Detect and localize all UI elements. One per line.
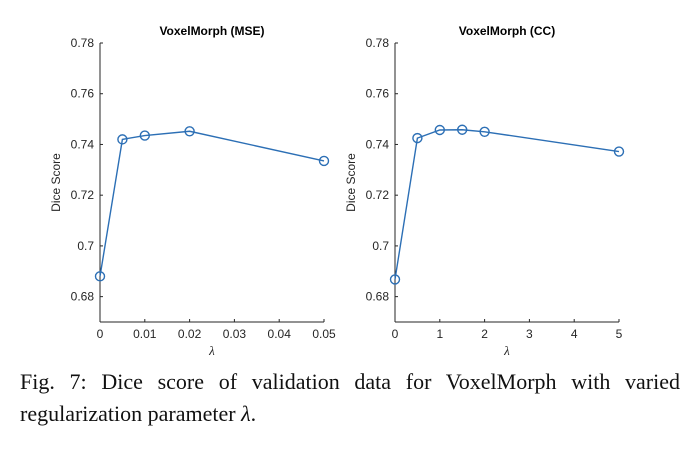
x-tick-label: 0: [97, 327, 104, 341]
data-point-marker: [412, 132, 423, 144]
series-line: [394, 129, 620, 280]
data-point-marker: [457, 124, 468, 135]
y-tick-label: 0.78: [71, 36, 95, 50]
x-axis-label: λ: [503, 343, 510, 358]
x-tick-label: 2: [481, 327, 488, 341]
x-tick-label: 0.03: [223, 327, 247, 341]
figure-caption: Fig. 7: Dice score of validation data fo…: [20, 366, 680, 430]
x-tick-label: 0.05: [312, 327, 336, 341]
figure: VoxelMorph (MSE)0.680.70.720.740.760.780…: [49, 24, 625, 358]
caption-text: Dice score of validation data for VoxelM…: [20, 369, 681, 426]
x-tick-label: 3: [526, 327, 533, 341]
chart-panel-2: VoxelMorph (CC) 0.68 0.7 0.72 0.74 0.76 0.78 0 1…: [344, 24, 625, 358]
data-point-marker: [389, 274, 401, 285]
y-tick-label: 0.72: [366, 188, 390, 202]
data-point-marker: [139, 130, 151, 141]
chart-title: VoxelMorph (MSE): [159, 24, 264, 38]
y-tick-label: 0.72: [71, 188, 95, 202]
x-tick-label: 0.04: [268, 327, 292, 341]
x-axis-label: λ: [208, 343, 215, 358]
y-tick-label: 0.68: [366, 290, 390, 304]
data-point-marker: [613, 146, 625, 157]
chart-title: VoxelMorph (CC): [459, 24, 555, 38]
data-point-marker: [94, 271, 106, 282]
data-point-marker: [117, 134, 128, 145]
y-tick-label: 0.76: [366, 87, 390, 101]
y-tick-label: 0.7: [77, 239, 94, 253]
chart-panel-1: VoxelMorph (MSE) 0.68 0.7 0.72 0.74 0.76 0.78 0…: [49, 24, 336, 358]
data-point-marker: [479, 126, 490, 137]
y-tick-label: 0.68: [71, 290, 95, 304]
x-tick-label: 4: [571, 327, 578, 341]
x-tick-label: 1: [436, 327, 443, 341]
data-point-marker: [184, 126, 195, 137]
caption-end: .: [250, 401, 257, 426]
x-tick-label: 0.01: [133, 327, 157, 341]
y-tick-label: 0.74: [71, 137, 95, 151]
x-tick-label: 0.02: [178, 327, 202, 341]
y-tick-label: 0.7: [372, 239, 389, 253]
series-line: [99, 130, 325, 277]
y-axis-label: Dice Score: [344, 153, 358, 212]
y-axis-label: Dice Score: [49, 153, 63, 212]
caption-lambda-symbol: λ: [241, 401, 251, 426]
y-tick-label: 0.74: [366, 137, 390, 151]
caption-label: Fig. 7:: [20, 369, 87, 394]
y-tick-label: 0.76: [71, 87, 95, 101]
data-point-marker: [318, 155, 330, 167]
data-point-marker: [434, 124, 445, 136]
x-tick-label: 0: [392, 327, 399, 341]
x-tick-label: 5: [616, 327, 623, 341]
y-tick-label: 0.78: [366, 36, 390, 50]
